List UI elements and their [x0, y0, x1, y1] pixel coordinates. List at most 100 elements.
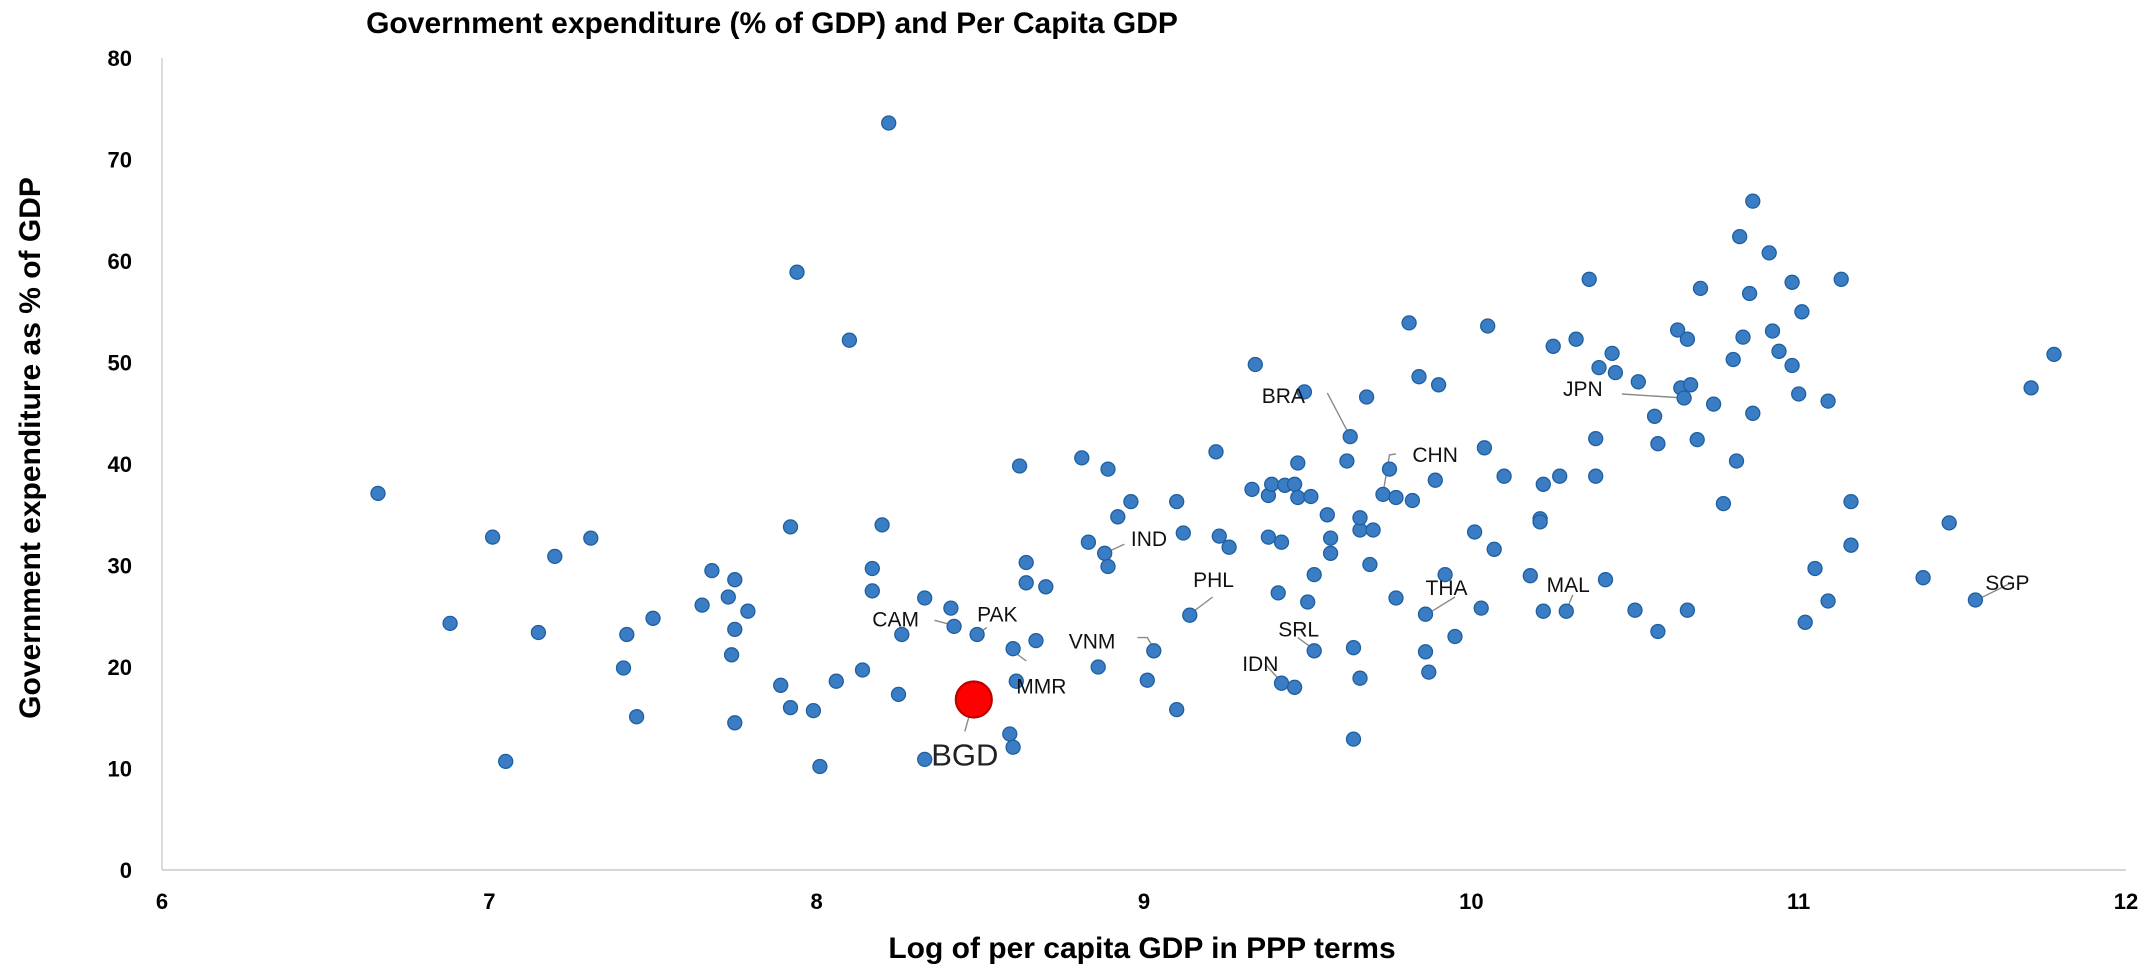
data-point: [1322, 545, 1339, 561]
data-point: [1358, 389, 1375, 405]
annotation-cam: CAM: [872, 608, 919, 631]
data-point: [1404, 492, 1421, 509]
data-point: [1286, 476, 1303, 492]
data-point: [1784, 274, 1800, 290]
data-point: [1352, 670, 1368, 686]
x-tick-label: 8: [811, 889, 823, 914]
data-point: [1761, 245, 1777, 261]
data-point: [864, 583, 880, 599]
annotation-ind: IND: [1131, 528, 1167, 551]
data-point: [1270, 585, 1286, 601]
data-point: [1552, 468, 1568, 484]
y-tick-label: 50: [108, 351, 132, 376]
data-point: [1260, 529, 1277, 545]
data-point: [782, 699, 799, 716]
annotation-vnm: VNM: [1069, 631, 1116, 654]
data-point: [1244, 481, 1260, 498]
chart-title: Government expenditure (% of GDP) and Pe…: [366, 7, 1178, 40]
data-point: [1807, 560, 1823, 577]
data-point: [2023, 380, 2039, 396]
data-point: [1820, 393, 1836, 409]
data-point: [727, 572, 743, 588]
leader-line-chn: [1382, 453, 1397, 494]
data-point: [720, 589, 736, 605]
data-point: [1496, 468, 1512, 484]
x-tick-label: 10: [1459, 889, 1483, 914]
data-point: [628, 709, 645, 725]
data-point: [1941, 515, 1957, 531]
x-tick-label: 7: [483, 889, 495, 914]
data-point: [2046, 346, 2062, 363]
data-point: [1692, 280, 1709, 297]
data-point: [1794, 304, 1810, 320]
data-point: [1011, 458, 1028, 474]
data-point: [1745, 193, 1761, 209]
leader-line-jpn: [1621, 393, 1685, 399]
data-point: [530, 624, 547, 641]
data-point: [943, 600, 959, 616]
data-point: [1169, 701, 1185, 718]
leader-line-tha: [1428, 596, 1456, 614]
data-point: [1427, 472, 1443, 488]
x-tick-label: 6: [156, 889, 168, 914]
data-point: [547, 548, 563, 565]
annotation-pak: PAK: [977, 603, 1017, 626]
data-point: [773, 677, 789, 693]
data-point: [1791, 386, 1807, 402]
data-point: [1362, 556, 1378, 573]
data-point: [1797, 614, 1813, 630]
data-point: [1211, 528, 1227, 544]
data-point: [1597, 572, 1614, 588]
data-point: [1303, 488, 1319, 505]
data-point: [615, 660, 632, 676]
data-point: [1784, 357, 1800, 374]
data-point: [1627, 602, 1643, 618]
data-point: [1208, 444, 1224, 460]
data-point: [854, 662, 871, 678]
data-point: [1306, 643, 1322, 659]
data-point: [969, 626, 985, 643]
data-point: [1679, 602, 1696, 618]
data-point: [1008, 673, 1024, 689]
data-point: [1345, 731, 1362, 747]
data-point: [1002, 726, 1018, 742]
data-point: [1290, 489, 1306, 506]
x-tick-label: 11: [1787, 889, 1810, 914]
data-point: [727, 715, 743, 731]
data-point: [1306, 566, 1322, 583]
data-point: [1745, 405, 1761, 421]
data-point: [1110, 509, 1126, 525]
data-point: [1375, 486, 1391, 503]
data-point: [1915, 570, 1931, 586]
data-point: [583, 530, 599, 546]
data-point: [881, 115, 897, 131]
data-point: [1588, 468, 1604, 484]
data-point: [1591, 359, 1607, 376]
data-point: [917, 751, 933, 768]
annotation-idn: IDN: [1242, 653, 1278, 676]
data-point: [1417, 606, 1434, 622]
data-point: [1650, 436, 1666, 452]
y-tick-label: 40: [108, 452, 132, 477]
data-point: [1558, 603, 1574, 619]
data-point: [1388, 489, 1404, 506]
data-point: [1679, 331, 1696, 347]
data-point: [1005, 739, 1021, 755]
annotation-sgp: SGP: [1985, 572, 2029, 595]
data-point: [370, 485, 386, 502]
data-point: [1532, 514, 1548, 530]
data-point: [1486, 541, 1502, 557]
data-point: [1430, 377, 1447, 393]
data-point: [1319, 507, 1335, 523]
data-point: [1607, 364, 1624, 381]
annotation-jpn: JPN: [1563, 378, 1603, 401]
data-point: [1365, 522, 1381, 538]
data-point: [645, 610, 661, 626]
data-point: [1843, 493, 1859, 510]
data-point: [1090, 659, 1106, 675]
data-point: [1038, 579, 1054, 595]
data-point: [1342, 428, 1358, 445]
data-point: [894, 626, 910, 643]
data-point: [1339, 453, 1355, 469]
data-point: [1322, 530, 1339, 546]
